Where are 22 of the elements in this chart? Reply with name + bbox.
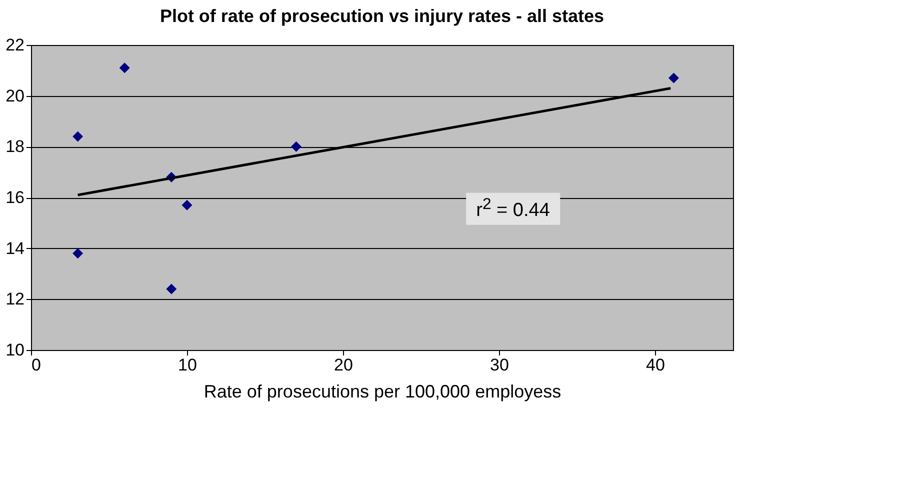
chart-title: Plot of rate of prosecution vs injury rates - all states bbox=[160, 6, 604, 26]
point bbox=[290, 141, 302, 152]
y-tick-label: 10 bbox=[6, 340, 24, 360]
x-tick-label: 40 bbox=[646, 356, 665, 374]
x-tick-label: 30 bbox=[490, 356, 509, 374]
point bbox=[72, 131, 84, 142]
point bbox=[166, 284, 177, 294]
annotation: r$^{2}$ = 0.44 bbox=[466, 192, 560, 226]
point bbox=[119, 62, 130, 74]
point bbox=[668, 72, 679, 84]
y-tick-label: 14 bbox=[6, 238, 24, 258]
y-tick-label: 22 bbox=[6, 36, 24, 54]
x-tick-label: 0 bbox=[32, 356, 41, 374]
point bbox=[72, 248, 84, 259]
x-tick-label: 20 bbox=[334, 356, 353, 374]
y-tick-label: 16 bbox=[6, 188, 24, 207]
y-tick-label: 12 bbox=[6, 290, 24, 309]
point bbox=[182, 200, 192, 210]
y-tick-label: 18 bbox=[6, 137, 24, 156]
x-tick-label: 10 bbox=[178, 356, 197, 374]
y-tick-label: 20 bbox=[6, 86, 24, 106]
x-axis-title: Rate of prosecutions per 100,000 employess bbox=[204, 382, 562, 402]
